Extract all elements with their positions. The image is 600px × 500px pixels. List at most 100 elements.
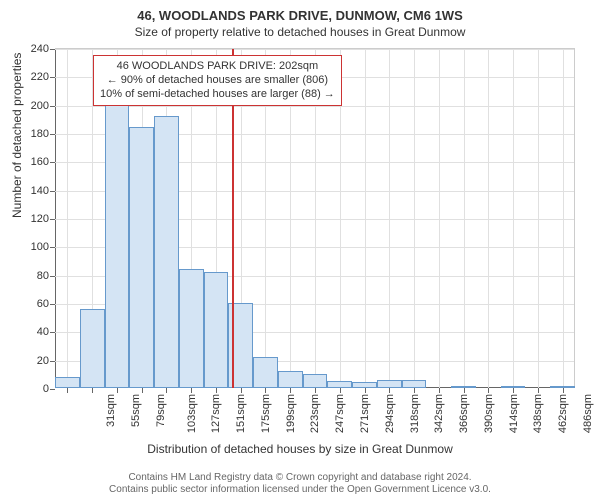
x-axis-label: Distribution of detached houses by size … (0, 442, 600, 456)
bar (402, 380, 427, 389)
bar (179, 269, 204, 388)
annotation-line: 46 WOODLANDS PARK DRIVE: 202sqm (100, 60, 335, 74)
xtick-mark (488, 388, 489, 393)
xtick-mark (563, 388, 564, 393)
ytick-label: 180 (31, 128, 49, 140)
bar (303, 374, 328, 388)
bar (55, 377, 80, 388)
ytick-label: 220 (31, 71, 49, 83)
bar (204, 272, 229, 388)
bar (327, 381, 352, 388)
xtick-mark (464, 388, 465, 393)
ytick-mark (50, 162, 55, 163)
annotation-box: 46 WOODLANDS PARK DRIVE: 202sqm← 90% of … (93, 55, 342, 106)
xtick-label: 294sqm (384, 394, 396, 433)
chart-title-main: 46, WOODLANDS PARK DRIVE, DUNMOW, CM6 1W… (0, 0, 600, 23)
xtick-mark (191, 388, 192, 393)
ytick-label: 40 (37, 326, 49, 338)
bar (278, 371, 303, 388)
xtick-mark (340, 388, 341, 393)
xtick-mark (414, 388, 415, 393)
ytick-mark (50, 77, 55, 78)
xtick-label: 175sqm (260, 394, 272, 433)
plot-area: 02040608010012014016018020022024031sqm55… (55, 48, 575, 388)
ytick-mark (50, 134, 55, 135)
gridline-v (67, 49, 68, 388)
xtick-label: 31sqm (105, 394, 117, 427)
ytick-mark (50, 389, 55, 390)
ytick-label: 200 (31, 100, 49, 112)
ytick-mark (50, 219, 55, 220)
xtick-label: 223sqm (310, 394, 322, 433)
xtick-label: 414sqm (508, 394, 520, 433)
xtick-label: 390sqm (483, 394, 495, 433)
chart-title-sub: Size of property relative to detached ho… (0, 23, 600, 39)
credits: Contains HM Land Registry data © Crown c… (0, 472, 600, 496)
xtick-label: 127sqm (211, 394, 223, 433)
xtick-label: 438sqm (532, 394, 544, 433)
annotation-line: 10% of semi-detached houses are larger (… (100, 88, 335, 102)
ytick-label: 20 (37, 355, 49, 367)
ytick-mark (50, 106, 55, 107)
xtick-label: 462sqm (557, 394, 569, 433)
xtick-mark (216, 388, 217, 393)
xtick-label: 151sqm (235, 394, 247, 433)
xtick-label: 103sqm (186, 394, 198, 433)
y-axis-label: Number of detached properties (10, 53, 24, 218)
ytick-mark (50, 49, 55, 50)
xtick-mark (389, 388, 390, 393)
ytick-label: 80 (37, 270, 49, 282)
ytick-label: 160 (31, 156, 49, 168)
xtick-label: 271sqm (359, 394, 371, 433)
xtick-label: 486sqm (582, 394, 594, 433)
bar (129, 127, 154, 388)
gridline-v (488, 49, 489, 388)
xtick-mark (513, 388, 514, 393)
xtick-mark (365, 388, 366, 393)
ytick-label: 140 (31, 185, 49, 197)
ytick-mark (50, 191, 55, 192)
bar (154, 116, 179, 388)
xtick-label: 366sqm (458, 394, 470, 433)
ytick-mark (50, 247, 55, 248)
xtick-mark (538, 388, 539, 393)
ytick-mark (50, 361, 55, 362)
xtick-mark (92, 388, 93, 393)
xtick-label: 199sqm (285, 394, 297, 433)
xtick-mark (142, 388, 143, 393)
gridline-v (365, 49, 366, 388)
ytick-label: 0 (43, 383, 49, 395)
chart-area: 02040608010012014016018020022024031sqm55… (55, 48, 575, 388)
gridline-v (513, 49, 514, 388)
xtick-label: 247sqm (334, 394, 346, 433)
bar (253, 357, 278, 388)
xtick-mark (117, 388, 118, 393)
credits-line-2: Contains public sector information licen… (0, 484, 600, 496)
gridline-v (538, 49, 539, 388)
xtick-label: 55sqm (130, 394, 142, 427)
xtick-mark (241, 388, 242, 393)
xtick-mark (290, 388, 291, 393)
gridline-v (563, 49, 564, 388)
credits-line-1: Contains HM Land Registry data © Crown c… (0, 472, 600, 484)
xtick-mark (265, 388, 266, 393)
ytick-mark (50, 304, 55, 305)
ytick-label: 60 (37, 298, 49, 310)
gridline-v (439, 49, 440, 388)
xtick-label: 318sqm (409, 394, 421, 433)
bar (80, 309, 105, 388)
ytick-label: 120 (31, 213, 49, 225)
bar (105, 105, 130, 388)
bar (377, 380, 402, 389)
xtick-mark (439, 388, 440, 393)
xtick-label: 342sqm (433, 394, 445, 433)
ytick-label: 100 (31, 241, 49, 253)
gridline-v (414, 49, 415, 388)
xtick-mark (315, 388, 316, 393)
gridline-v (464, 49, 465, 388)
annotation-line: ← 90% of detached houses are smaller (80… (100, 74, 335, 88)
gridline-v (389, 49, 390, 388)
ytick-label: 240 (31, 43, 49, 55)
xtick-mark (67, 388, 68, 393)
xtick-mark (166, 388, 167, 393)
